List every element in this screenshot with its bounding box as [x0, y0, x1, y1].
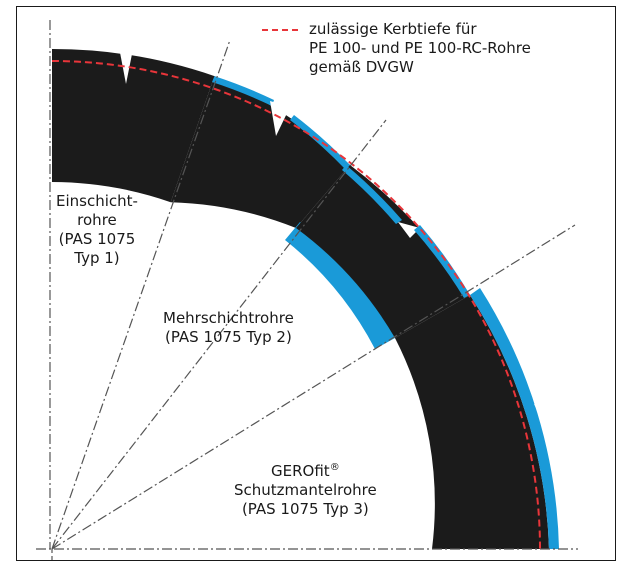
type3-outer-jacket	[470, 288, 559, 549]
type3-notch	[534, 404, 545, 416]
type2-pipe-wall-lower	[296, 165, 470, 338]
type2-label: Mehrschichtrohre (PAS 1075 Typ 2)	[163, 309, 294, 347]
type3-pipe-wall	[395, 295, 549, 549]
type3-label-line-3: (PAS 1075 Typ 3)	[241, 500, 369, 518]
type2-inner-coating	[285, 222, 395, 349]
type1-notch	[120, 52, 132, 84]
type2-pipe-wall	[170, 76, 350, 228]
type3-label: GEROfit® Schutzmantelrohre (PAS 1075 Typ…	[234, 458, 377, 519]
type1-pipe-wall	[52, 48, 215, 203]
legend-line-3: gemäß DVGW	[309, 58, 414, 76]
type3-brand: GEROfit	[271, 462, 330, 480]
legend-line-1: zulässige Kerbtiefe für	[309, 20, 477, 38]
type2-label-line-1: Mehrschichtrohre	[163, 309, 294, 327]
legend-line-2: PE 100- und PE 100-RC-Rohre	[309, 39, 531, 57]
type2-outer-coating-3	[342, 165, 402, 224]
type1-label-line-3: (PAS 1075	[58, 230, 136, 248]
type2-outer-coating	[212, 76, 274, 106]
type2-label-line-2: (PAS 1075 Typ 2)	[164, 328, 292, 346]
registered-mark: ®	[329, 462, 340, 473]
type2-outer-coating-4	[414, 225, 470, 298]
type1-label-line-2: rohre	[77, 211, 117, 229]
type3-label-line-2: Schutzmantelrohre	[234, 481, 377, 499]
type1-label: Einschicht- rohre (PAS 1075 Typ 1)	[56, 192, 138, 268]
type1-label-line-4: Typ 1)	[74, 249, 120, 267]
type1-label-line-1: Einschicht-	[56, 192, 138, 210]
legend-label: zulässige Kerbtiefe für PE 100- und PE 1…	[309, 20, 531, 77]
permissible-notch-depth-line	[51, 60, 541, 550]
type2-outer-coating-2	[290, 115, 350, 170]
dash-dot-axes	[36, 20, 578, 550]
type3-label-line-1: GEROfit®	[234, 458, 377, 481]
type2-notch-2	[398, 222, 420, 238]
